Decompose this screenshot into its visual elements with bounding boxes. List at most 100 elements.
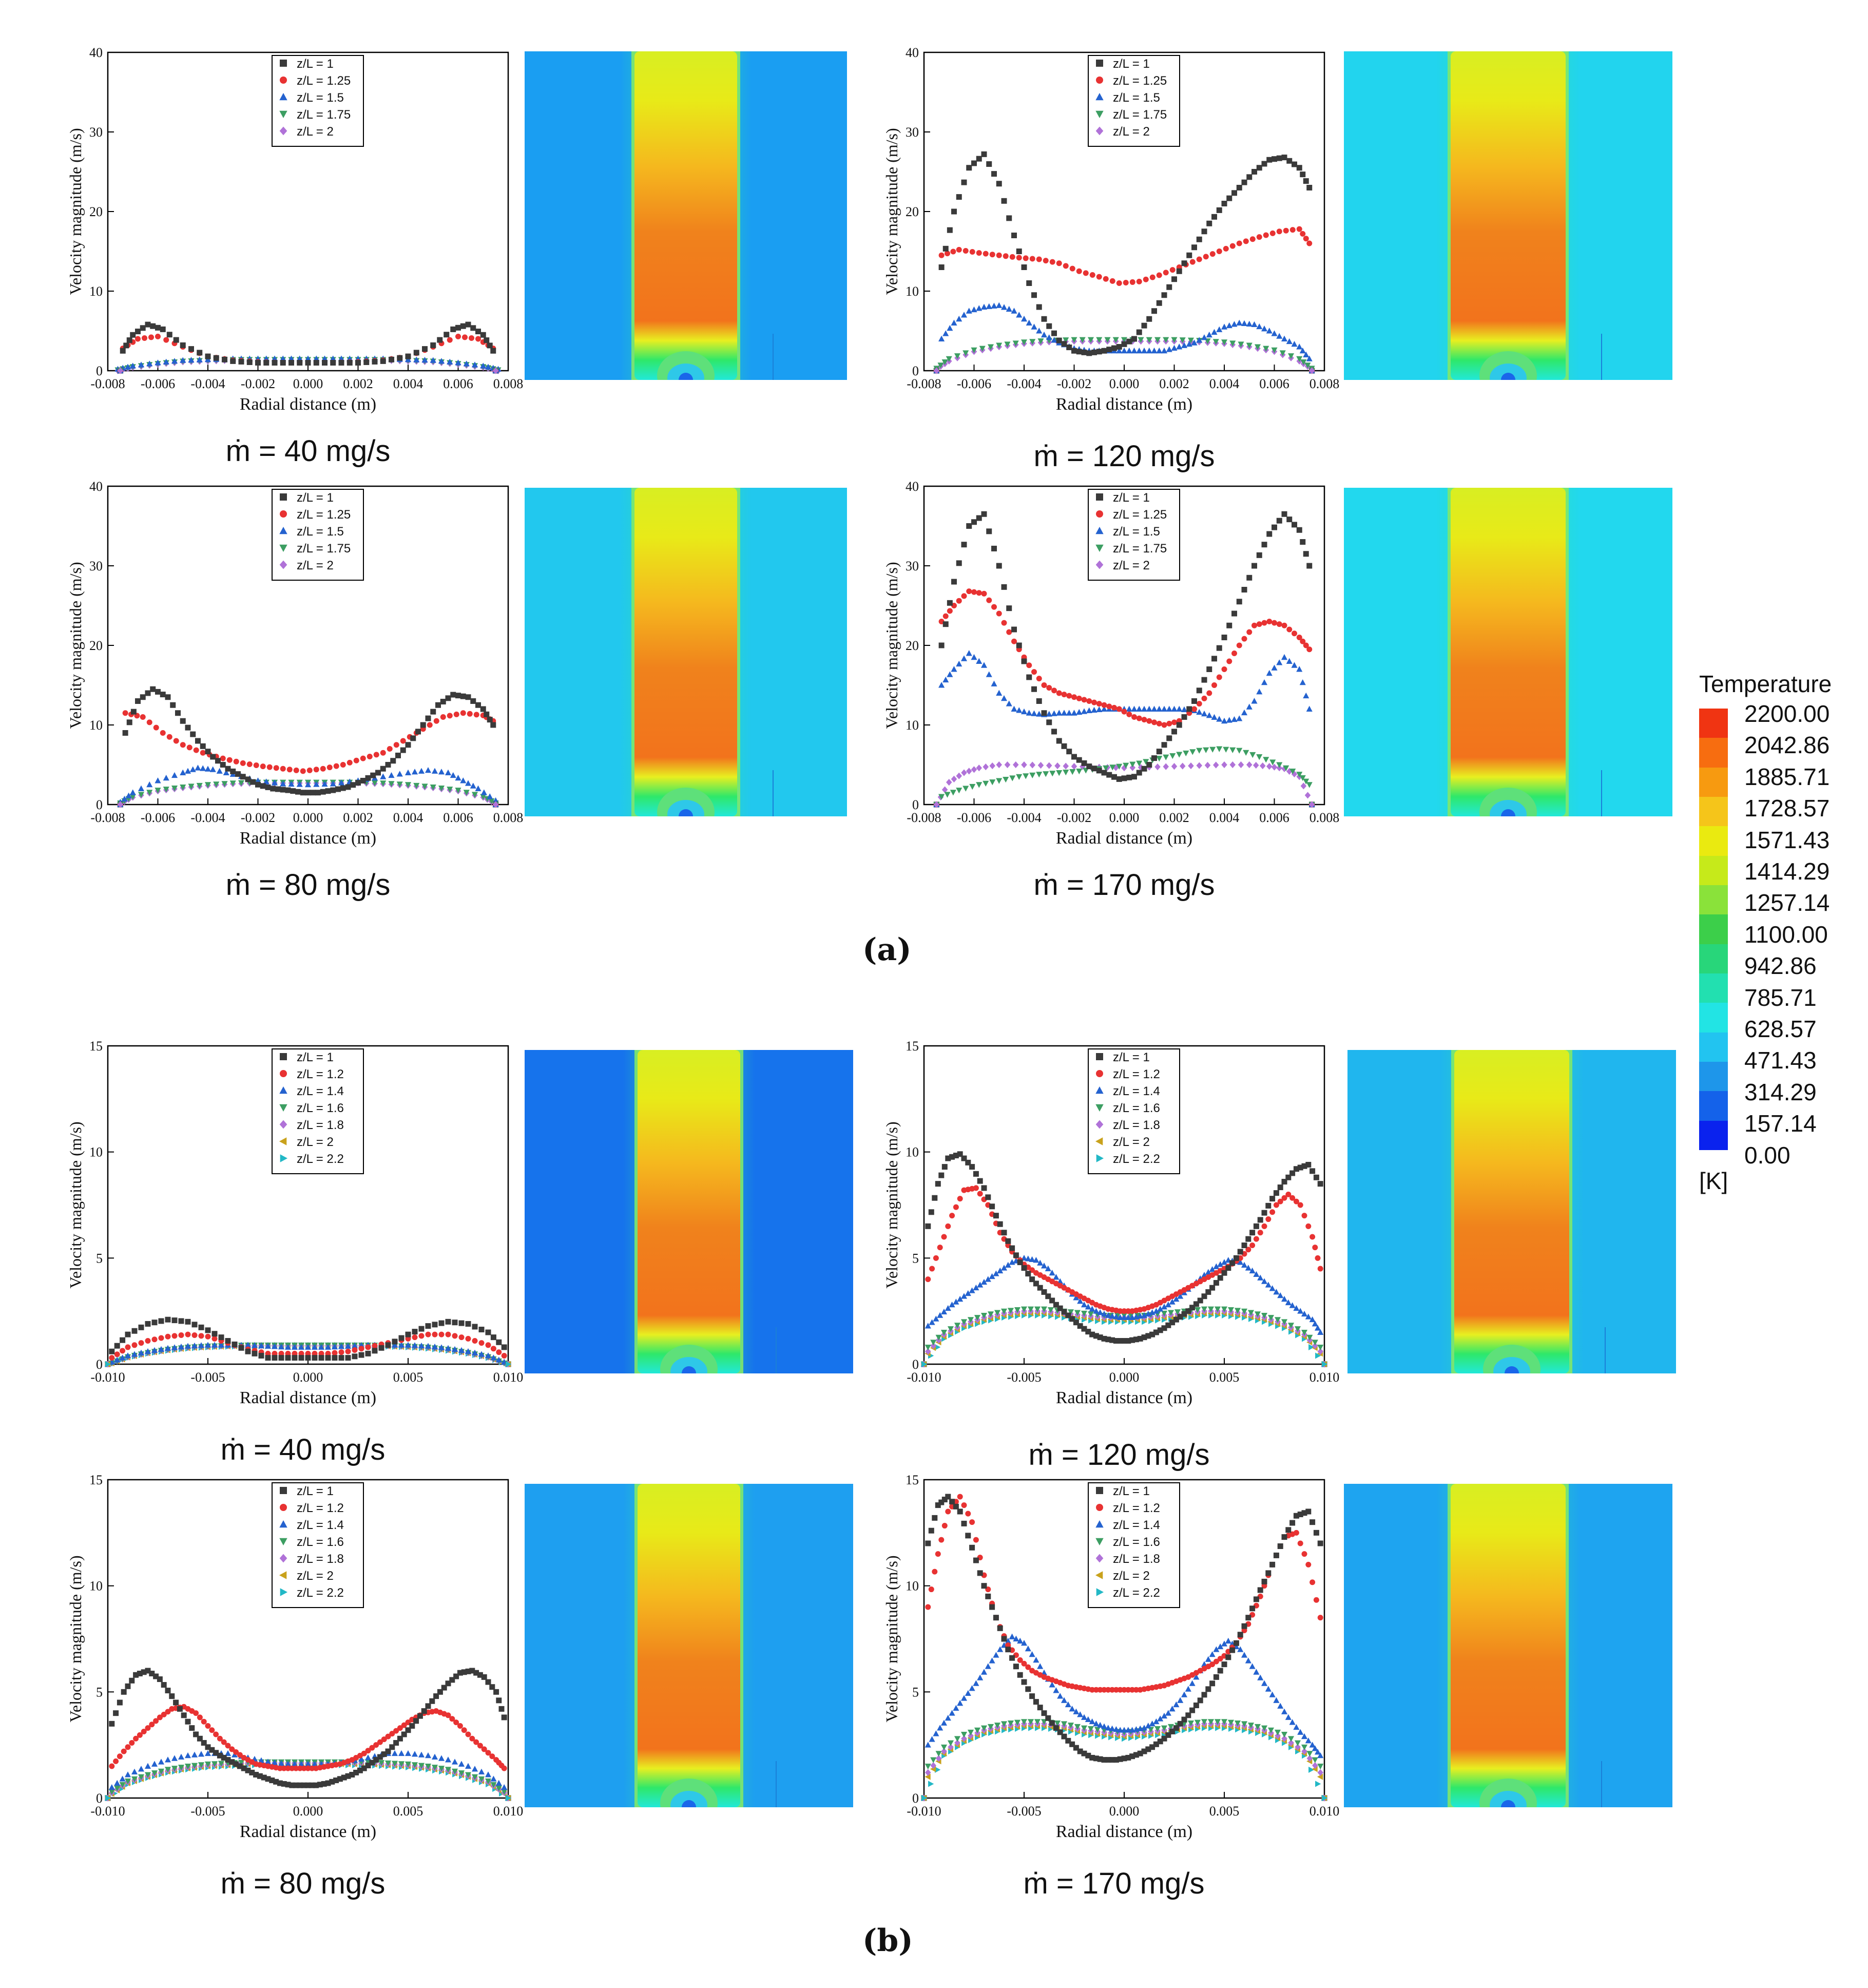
data-point — [1233, 1640, 1239, 1646]
data-point — [1221, 666, 1227, 672]
data-point — [357, 1767, 363, 1773]
data-point — [1231, 651, 1237, 656]
data-point — [1214, 1306, 1221, 1312]
contour-a-40 — [525, 51, 847, 380]
data-point — [145, 1338, 151, 1344]
data-point — [989, 779, 996, 786]
data-point — [451, 1758, 458, 1765]
legend-marker — [1095, 560, 1104, 569]
data-point — [1151, 705, 1158, 712]
data-point — [405, 1750, 412, 1756]
data-point — [163, 358, 169, 365]
data-point — [928, 1586, 934, 1593]
data-point — [935, 1751, 942, 1757]
data-point — [1207, 1719, 1215, 1725]
data-point — [131, 1351, 138, 1357]
x-tick-label: -0.002 — [1057, 810, 1091, 825]
data-point — [1266, 763, 1273, 770]
data-point — [1201, 677, 1207, 683]
data-point — [229, 780, 236, 787]
data-point — [1243, 238, 1249, 244]
data-point — [1201, 334, 1208, 340]
data-point — [349, 1772, 355, 1778]
colorbar-tick-label: 0.00 — [1744, 1141, 1790, 1169]
data-point — [393, 1740, 399, 1746]
data-point — [1017, 1672, 1023, 1678]
data-point — [412, 1329, 418, 1335]
x-axis-label: Radial distance (m) — [1056, 395, 1192, 414]
data-point — [1173, 1316, 1179, 1323]
data-point — [969, 1519, 975, 1525]
data-point — [1254, 344, 1261, 350]
chart-a-170: -0.008 -0.006 -0.004 -0.002 0.000 0.002 0.004 0… — [882, 479, 1339, 848]
data-point — [1297, 1540, 1303, 1546]
data-point — [1076, 709, 1083, 715]
data-point — [450, 326, 456, 332]
data-point — [1005, 1238, 1011, 1244]
data-point — [1069, 1741, 1075, 1747]
data-point — [1196, 687, 1202, 694]
data-point — [129, 789, 136, 795]
data-point — [1163, 754, 1169, 760]
data-point — [229, 1746, 235, 1752]
data-point — [427, 722, 433, 728]
data-point — [310, 790, 316, 796]
data-point — [1136, 770, 1142, 776]
data-point — [191, 1751, 198, 1757]
data-point — [956, 315, 962, 322]
data-point — [490, 722, 496, 728]
data-point — [1151, 719, 1157, 725]
data-point — [501, 1714, 507, 1721]
data-point — [1165, 1732, 1171, 1738]
data-point — [935, 1344, 941, 1350]
data-point — [1196, 709, 1203, 715]
data-point — [352, 1347, 358, 1353]
data-point — [273, 1779, 279, 1785]
legend-marker — [1095, 1538, 1104, 1546]
data-point — [1301, 1330, 1308, 1336]
data-point — [155, 324, 161, 331]
contour-a-120 — [1344, 51, 1672, 380]
data-point — [1306, 1334, 1313, 1341]
data-point — [449, 1716, 455, 1722]
data-point — [198, 1333, 204, 1339]
data-point — [471, 792, 478, 798]
x-tick-label: -0.005 — [190, 1804, 225, 1819]
data-point — [947, 671, 953, 677]
data-point — [1067, 1723, 1074, 1729]
data-point — [1037, 1663, 1044, 1669]
data-point — [1166, 705, 1172, 712]
y-tick-label: 0 — [912, 364, 919, 378]
data-point — [164, 1345, 171, 1351]
data-point — [169, 1693, 175, 1699]
data-point — [1056, 738, 1062, 744]
data-point — [1066, 710, 1072, 716]
legend-marker — [1096, 1154, 1104, 1162]
legend-marker — [280, 493, 287, 501]
data-point — [953, 1503, 959, 1509]
data-point — [1269, 759, 1276, 766]
data-point — [109, 1763, 115, 1769]
data-point — [1161, 1712, 1168, 1719]
panel-b-80: -0.010 -0.005 0.000 0.005 0.010 0 5 10 15 Radial … — [56, 1473, 534, 1895]
data-point — [1111, 345, 1117, 351]
data-point — [1309, 1316, 1316, 1323]
legend-label: z/L = 1.25 — [297, 74, 351, 88]
data-point — [1297, 1729, 1304, 1735]
data-point — [281, 1765, 287, 1771]
data-point — [197, 1714, 203, 1721]
data-point — [1253, 761, 1259, 769]
data-point — [1171, 276, 1177, 282]
data-point — [498, 1706, 505, 1712]
colorbar-swatch — [1699, 973, 1728, 1003]
data-point — [977, 1674, 984, 1680]
data-point — [937, 362, 944, 369]
data-point — [1126, 338, 1132, 345]
data-point — [495, 1785, 502, 1792]
colorbar-tick-label: 1414.29 — [1744, 858, 1830, 885]
data-point — [430, 357, 436, 363]
contour-b-40 — [525, 1050, 853, 1373]
data-point — [1303, 178, 1309, 184]
data-point — [1127, 1312, 1134, 1319]
data-point — [178, 1332, 184, 1339]
